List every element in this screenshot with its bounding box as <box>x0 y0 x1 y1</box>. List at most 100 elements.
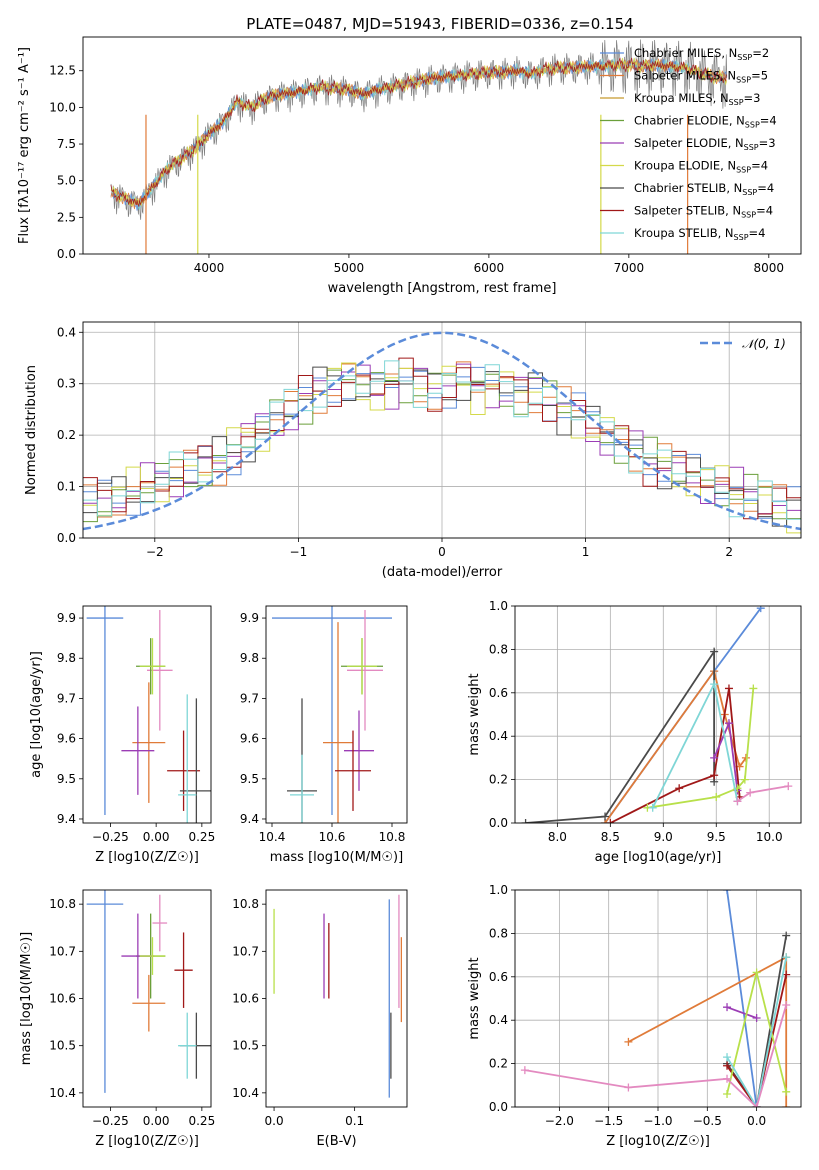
x-tick-label: 10.0 <box>756 830 783 844</box>
legend-label: Salpeter MILES, NSSP=5 <box>634 69 768 85</box>
y-tick-label: 0.0 <box>489 816 508 830</box>
x-tick-label: 10.6 <box>319 830 346 844</box>
axes-frame <box>82 889 212 1108</box>
y-tick-label: 9.8 <box>57 651 76 665</box>
legend-label: Chabrier MILES, NSSP=2 <box>634 46 769 62</box>
x-tick-label: 2 <box>725 545 733 559</box>
x-axis-label: age [log10(age/yr)] <box>595 850 722 865</box>
y-axis-label: age [log10(age/yr)] <box>29 651 44 778</box>
legend-subscript: SSP <box>742 188 757 197</box>
x-tick-label: 0.0 <box>265 1114 284 1128</box>
y-tick-label: 9.8 <box>240 651 259 665</box>
legend-count: =4 <box>757 181 774 195</box>
x-axis-label: (data-model)/error <box>382 565 503 580</box>
mass-weight-marker <box>624 1083 633 1092</box>
mass-weight-marker <box>710 753 719 762</box>
model-spectrum-line <box>110 57 727 208</box>
mass-weight-marker <box>746 788 755 797</box>
legend-subscript: SSP <box>745 121 760 130</box>
legend-label: Chabrier STELIB, NSSP=4 <box>634 181 774 197</box>
y-tick-label: 7.5 <box>57 137 76 151</box>
y-tick-label: 0.0 <box>57 247 76 261</box>
mass-weight-marker <box>782 1087 791 1096</box>
mass-weight-marker <box>723 1053 732 1062</box>
y-tick-label: 9.5 <box>57 772 76 786</box>
mass-vs-metallicity-panel: −0.25 0.00 0.25 10.4 10.5 10.6 10.7 10.8 Z [log1… <box>19 889 215 1149</box>
mass-weight-line <box>736 785 789 803</box>
y-tick-label: 2.5 <box>57 210 76 224</box>
x-tick-label: 1 <box>582 545 590 559</box>
gridlines <box>83 322 801 539</box>
legend-label: Kroupa STELIB, NSSP=4 <box>634 226 765 242</box>
y-tick-label: 12.5 <box>49 64 76 78</box>
plot-area <box>110 39 728 254</box>
mass-weight-line <box>726 957 788 1107</box>
plot-area <box>86 606 211 823</box>
x-tick-label: 0.00 <box>143 830 170 844</box>
y-tick-label: 0.8 <box>489 642 508 656</box>
y-tick-label: 9.6 <box>57 732 76 746</box>
plot-area <box>86 890 211 1093</box>
mass-weight-marker <box>782 1001 791 1010</box>
mass-weight-marker <box>723 1089 732 1098</box>
residual-histogram-step <box>83 357 801 520</box>
mass-weight-marker <box>648 803 657 812</box>
x-tick-label: −1.5 <box>594 1114 623 1128</box>
y-tick-label: 9.7 <box>57 691 76 705</box>
x-tick-label: 8.5 <box>601 830 620 844</box>
mass-weight-vs-age-panel: 8.0 8.5 9.0 9.5 10.0 0.0 0.2 0.4 0.6 0.8 1.0 age [l… <box>467 599 802 865</box>
y-tick-label: 10.4 <box>49 1086 76 1100</box>
y-axis-label: mass weight <box>467 673 482 755</box>
mass-weight-marker <box>723 1061 732 1070</box>
legend-count: =4 <box>756 204 773 218</box>
x-tick-label: −0.25 <box>92 830 129 844</box>
y-axis-label: Flux [fλ10⁻¹⁷ erg cm⁻² s⁻¹ A⁻¹] <box>17 47 32 244</box>
x-tick-label: 0.0 <box>747 1114 766 1128</box>
x-tick-label: 5000 <box>334 261 365 275</box>
y-tick-label: 0.0 <box>57 531 76 545</box>
spectrum-panel: 4000 5000 6000 7000 8000 0.0 2.5 5.0 7.5 10.0 12.5… <box>17 36 802 296</box>
y-tick-label: 10.7 <box>232 944 259 958</box>
plot-area <box>273 894 403 1098</box>
mass-weight-marker <box>752 1014 761 1023</box>
x-tick-label: −0.5 <box>693 1114 722 1128</box>
mass-weight-line <box>726 974 788 1107</box>
x-tick-label: 0.25 <box>188 830 215 844</box>
mass-weight-marker <box>740 775 749 784</box>
y-tick-label: 0.4 <box>57 325 76 339</box>
y-tick-label: 1.0 <box>489 599 508 613</box>
mass-weight-marker <box>752 968 761 977</box>
axes-frame <box>514 605 802 824</box>
observed-spectrum-line <box>110 39 728 220</box>
mass-weight-marker <box>723 1074 732 1083</box>
mass-weight-marker <box>710 647 719 656</box>
x-axis-label: Z [log10(Z/Z☉)] <box>95 1134 199 1149</box>
y-tick-label: 10.7 <box>49 944 76 958</box>
y-tick-label: 9.4 <box>240 812 259 826</box>
y-tick-label: 10.5 <box>49 1039 76 1053</box>
residual-histogram-panel: −2 −1 0 1 2 0.0 0.1 0.2 0.3 0.4 (data-model)/error… <box>24 321 802 580</box>
x-axis-label: Z [log10(Z/Z☉)] <box>95 850 199 865</box>
legend-label: Kroupa MILES, NSSP=3 <box>634 91 760 107</box>
y-tick-label: 10.6 <box>232 992 259 1006</box>
legend-label: Salpeter ELODIE, NSSP=3 <box>634 136 776 152</box>
x-axis-label: mass [log10(M/M☉)] <box>270 850 403 865</box>
spectrum-legend: Chabrier MILES, NSSP=2 Salpeter MILES, NS… <box>600 46 777 242</box>
mass-weight-marker <box>624 1037 633 1046</box>
plot-area <box>520 890 791 1107</box>
x-tick-label: −1.0 <box>643 1114 672 1128</box>
y-tick-label: 10.8 <box>232 897 259 911</box>
legend-subscript: SSP <box>734 233 749 242</box>
mass-weight-marker <box>784 782 793 791</box>
x-axis-label: Z [log10(Z/Z☉)] <box>606 1134 710 1149</box>
y-axis-label: mass weight <box>467 957 482 1039</box>
y-tick-label: 10.5 <box>232 1039 259 1053</box>
mass-weight-marker <box>749 684 758 693</box>
mass-weight-line <box>726 890 758 1107</box>
y-tick-label: 0.8 <box>489 926 508 940</box>
x-tick-label: 10.4 <box>259 830 286 844</box>
y-axis-label: mass [log10(M/M☉)] <box>19 932 34 1065</box>
y-tick-label: 0.2 <box>57 428 76 442</box>
axes-frame <box>82 36 802 255</box>
axes-frame <box>265 889 408 1108</box>
